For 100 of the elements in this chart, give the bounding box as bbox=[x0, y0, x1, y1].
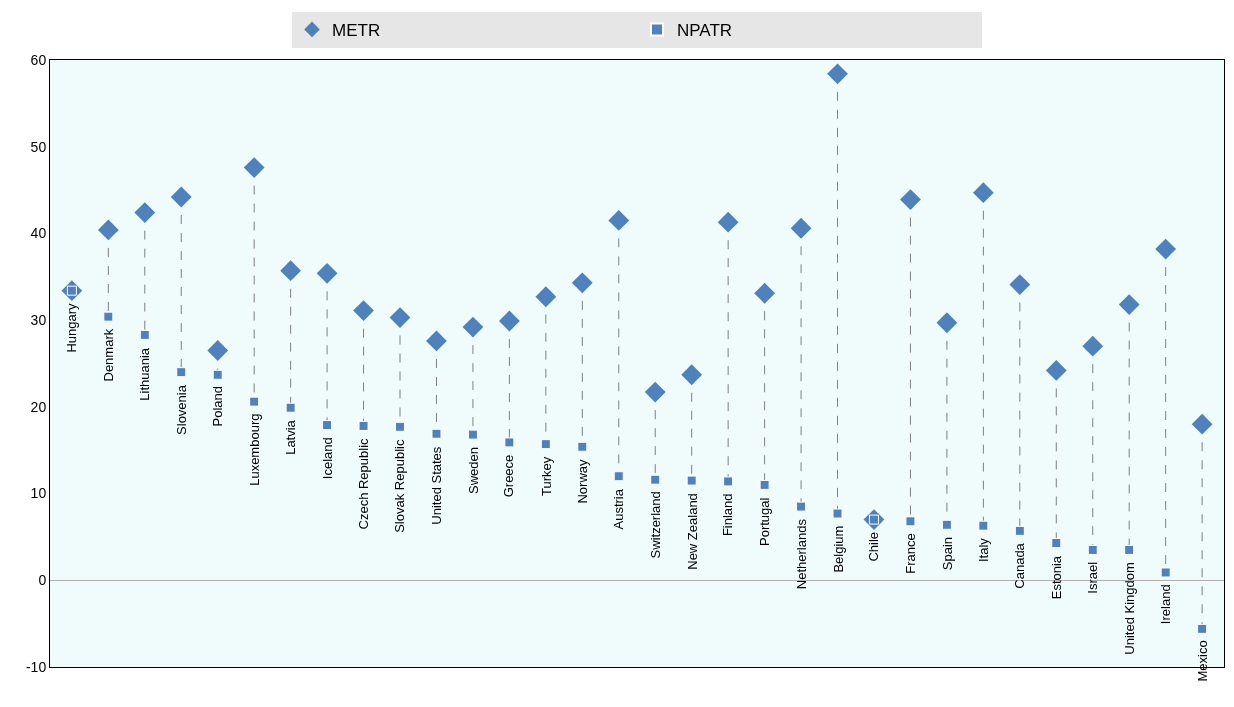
x-tick-label: Slovak Republic bbox=[392, 439, 408, 533]
x-tick-label: Turkey bbox=[538, 456, 554, 496]
x-tick-label: Greece bbox=[501, 454, 517, 498]
point bbox=[608, 210, 630, 231]
y-tick-label: -10 bbox=[25, 658, 47, 675]
point bbox=[431, 428, 442, 439]
point bbox=[316, 262, 338, 284]
x-tick-label: Estonia bbox=[1049, 555, 1065, 600]
point bbox=[644, 381, 666, 403]
x-tick-label: Canada bbox=[1011, 542, 1027, 589]
x-tick-label: Czech Republic bbox=[355, 437, 371, 530]
point bbox=[686, 475, 697, 486]
point bbox=[978, 520, 989, 531]
y-tick-label: 20 bbox=[30, 398, 47, 415]
point bbox=[504, 437, 515, 448]
point bbox=[832, 508, 843, 519]
point bbox=[790, 217, 812, 239]
point bbox=[941, 519, 952, 530]
point bbox=[97, 219, 119, 241]
point bbox=[1051, 538, 1062, 548]
x-tick-label: Poland bbox=[209, 386, 225, 427]
x-tick-label: Denmark bbox=[101, 328, 117, 382]
point bbox=[796, 501, 807, 512]
point bbox=[280, 260, 302, 282]
x-tick-label: Portugal bbox=[757, 497, 773, 547]
point bbox=[650, 474, 661, 485]
point bbox=[170, 186, 192, 208]
point bbox=[176, 367, 187, 378]
point bbox=[207, 340, 229, 361]
point bbox=[1045, 360, 1067, 381]
y-tick-label: 50 bbox=[30, 138, 47, 155]
x-tick-label: Austria bbox=[611, 488, 627, 530]
point bbox=[467, 429, 478, 440]
point bbox=[827, 63, 848, 85]
point bbox=[462, 316, 484, 338]
point bbox=[358, 420, 369, 431]
point bbox=[613, 471, 624, 482]
point bbox=[1014, 525, 1025, 536]
x-tick-label: Netherlands bbox=[793, 518, 809, 590]
point bbox=[535, 286, 557, 308]
point bbox=[905, 516, 916, 527]
x-tick-label: Israel bbox=[1084, 561, 1100, 594]
x-tick-label: United Kingdom bbox=[1121, 562, 1137, 655]
y-tick-label: 30 bbox=[30, 312, 47, 329]
point bbox=[395, 421, 406, 432]
y-tick-label: 40 bbox=[30, 225, 47, 242]
point bbox=[1191, 413, 1213, 435]
point bbox=[754, 282, 776, 304]
x-tick-label: New Zealand bbox=[684, 493, 700, 570]
point bbox=[249, 396, 260, 407]
x-tick-label: Luxembourg bbox=[246, 413, 262, 486]
x-tick-label: Hungary bbox=[64, 302, 80, 353]
point bbox=[681, 364, 703, 386]
point bbox=[426, 330, 447, 352]
point bbox=[139, 329, 150, 340]
x-tick-label: Sweden bbox=[465, 447, 481, 495]
point bbox=[759, 479, 770, 490]
x-tick-label: Ireland bbox=[1158, 584, 1174, 625]
x-tick-label: Switzerland bbox=[648, 491, 664, 559]
y-tick-label: 10 bbox=[30, 485, 47, 502]
point bbox=[1197, 623, 1208, 634]
x-tick-label: Spain bbox=[939, 536, 955, 571]
x-tick-label: Latvia bbox=[283, 419, 299, 455]
x-tick-label: France bbox=[903, 533, 919, 574]
y-tick-label: 0 bbox=[38, 572, 47, 589]
x-tick-label: Mexico bbox=[1194, 640, 1210, 682]
x-tick-label: Lithuania bbox=[136, 347, 152, 401]
y-tick-label: 60 bbox=[30, 51, 47, 68]
point bbox=[285, 402, 296, 413]
x-tick-label: Italy bbox=[975, 537, 991, 563]
point bbox=[389, 307, 411, 328]
point bbox=[212, 369, 223, 380]
x-tick-label: Slovenia bbox=[173, 384, 189, 435]
point bbox=[936, 312, 958, 334]
point bbox=[972, 182, 994, 204]
x-tick-label: Norway bbox=[575, 458, 591, 504]
point bbox=[1009, 274, 1031, 295]
legend-label: NPATR bbox=[677, 21, 733, 41]
point bbox=[577, 441, 588, 452]
x-tick-label: Belgium bbox=[830, 525, 846, 573]
point bbox=[1124, 544, 1135, 555]
point bbox=[243, 157, 265, 178]
point bbox=[571, 272, 593, 294]
point bbox=[1118, 294, 1140, 315]
x-tick-label: Finland bbox=[720, 493, 736, 537]
x-tick-label: Chile bbox=[866, 531, 882, 562]
point bbox=[322, 420, 333, 431]
point bbox=[353, 300, 374, 321]
x-tick-label: United States bbox=[429, 446, 445, 525]
point bbox=[498, 310, 520, 332]
point bbox=[1082, 335, 1104, 357]
point bbox=[1087, 544, 1098, 555]
point bbox=[540, 439, 551, 450]
point bbox=[900, 189, 921, 211]
x-tick-label: Iceland bbox=[320, 437, 336, 480]
point bbox=[103, 311, 114, 322]
legend-label: METR bbox=[332, 21, 381, 41]
point bbox=[1155, 238, 1177, 260]
point bbox=[1160, 567, 1171, 578]
point bbox=[134, 202, 156, 224]
